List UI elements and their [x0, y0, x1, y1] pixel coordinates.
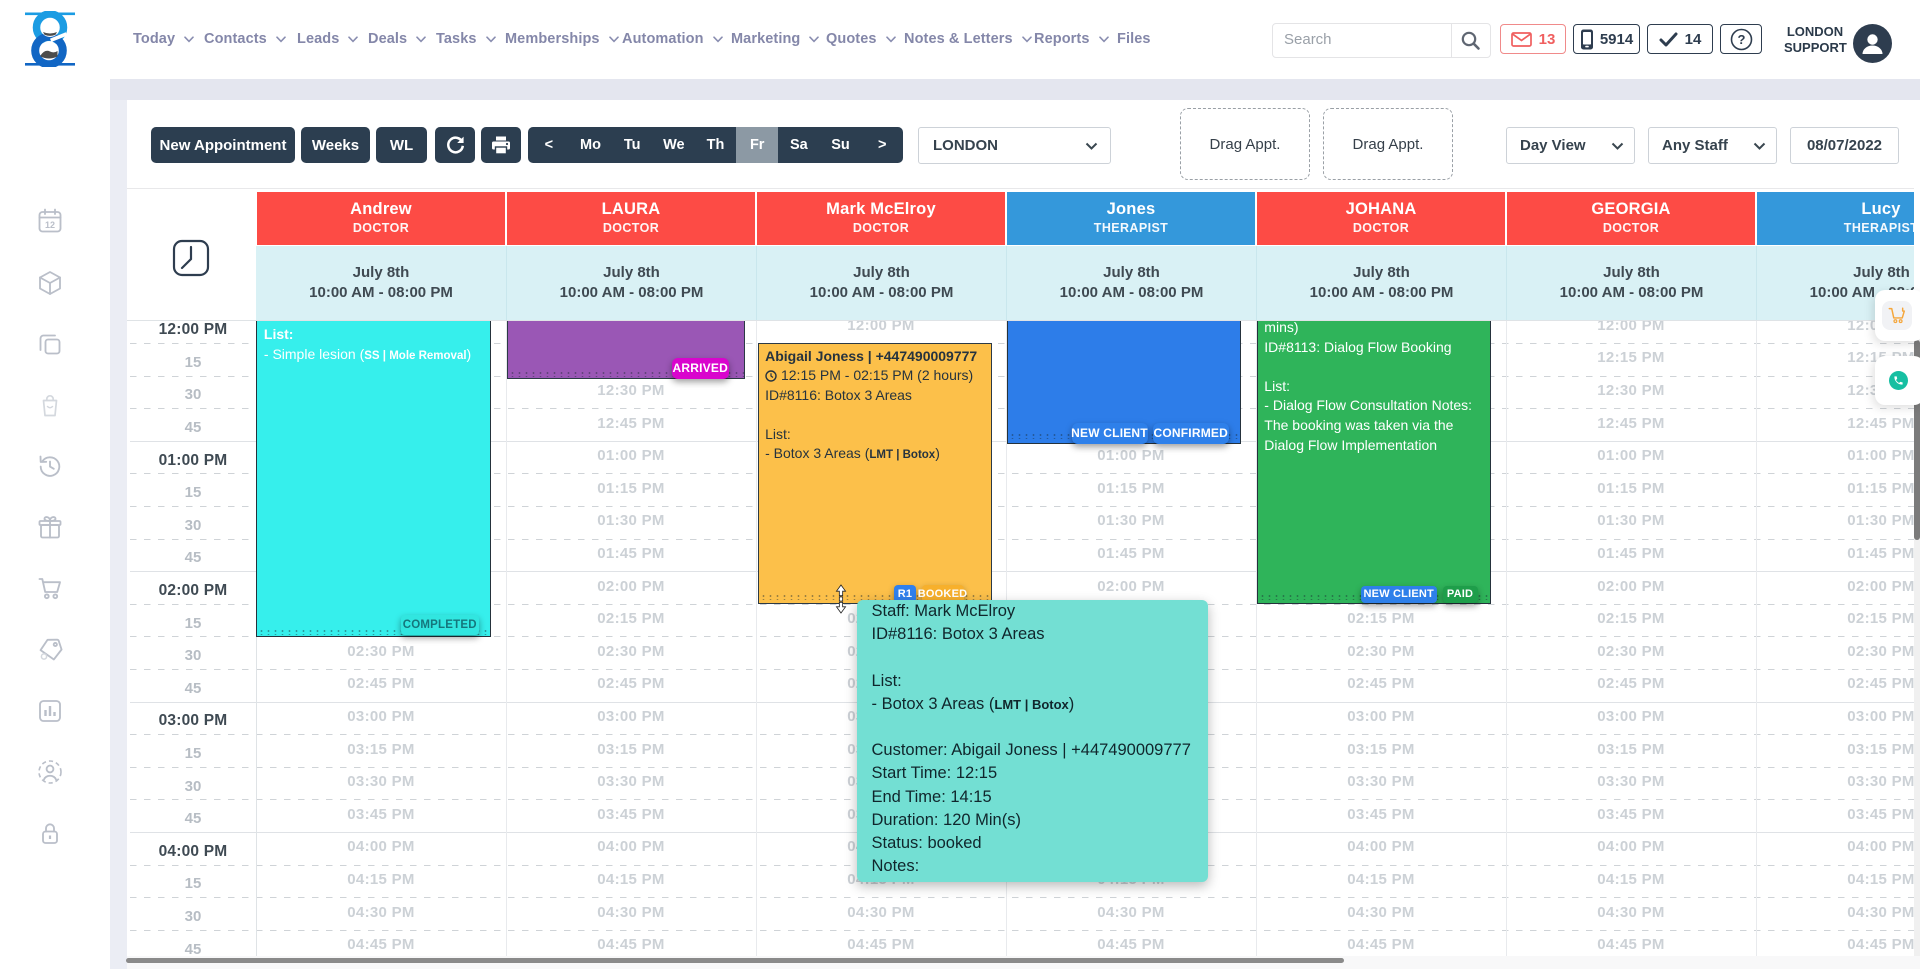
- svg-text:?: ?: [1737, 32, 1745, 47]
- svg-text:12: 12: [45, 220, 55, 230]
